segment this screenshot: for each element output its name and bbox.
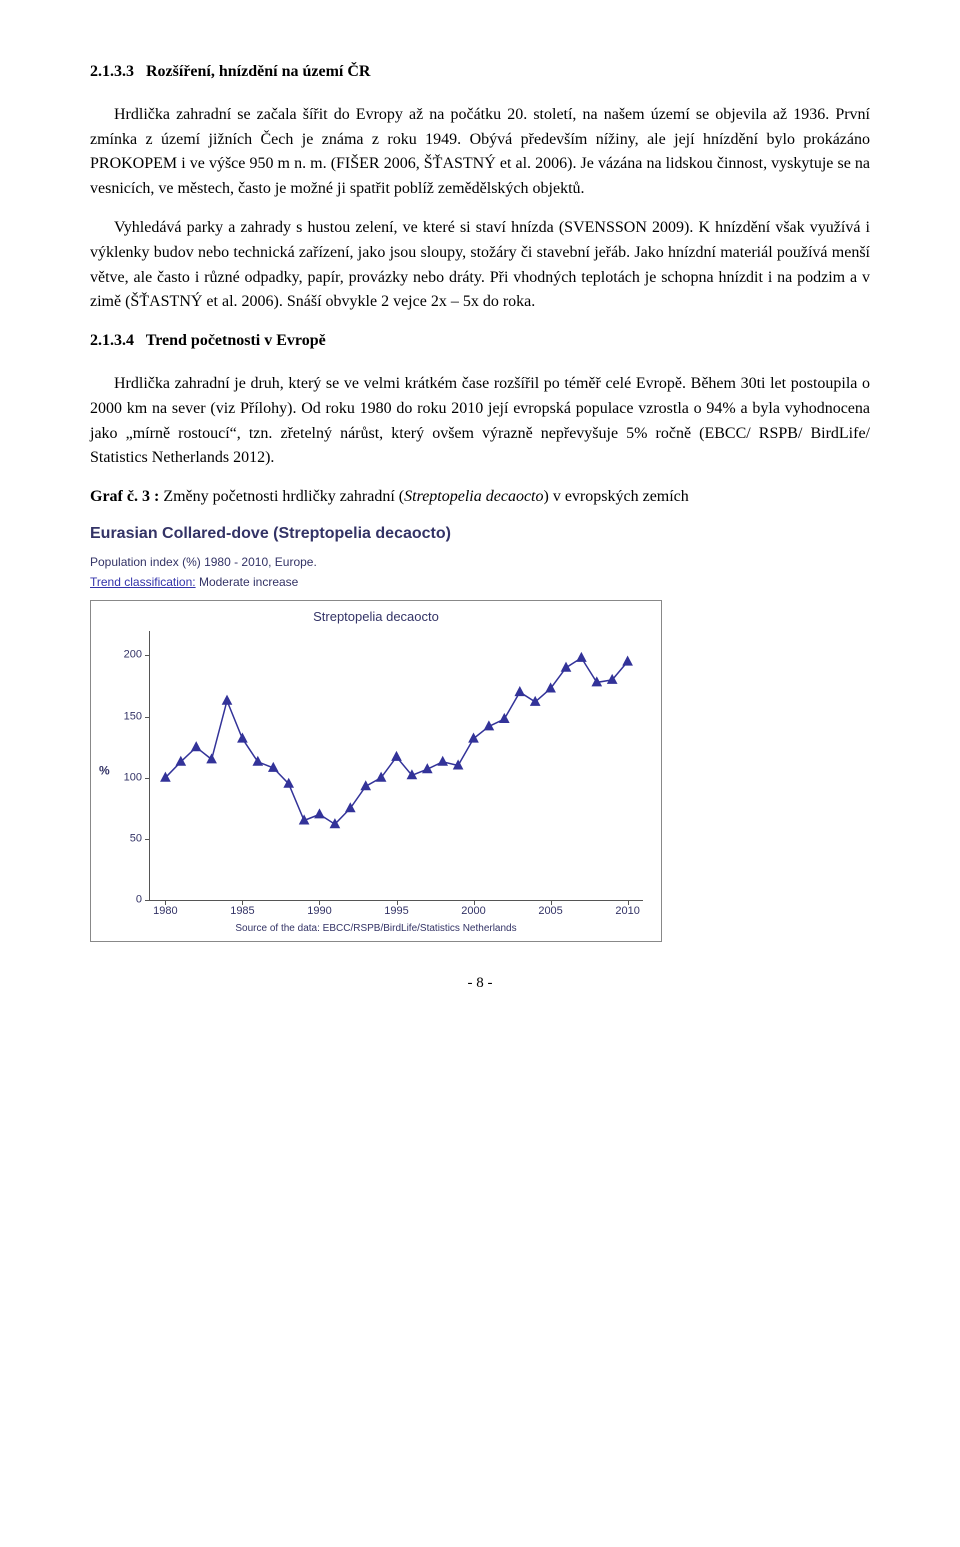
chart-inner-title: Streptopelia decaocto [91, 607, 661, 627]
y-tick-mark [145, 778, 150, 779]
x-tick-mark [319, 900, 320, 905]
y-tick-mark [145, 900, 150, 901]
chart-marker [577, 653, 586, 662]
chart-source: Source of the data: EBCC/RSPB/BirdLife/S… [91, 921, 661, 937]
figure-caption: Graf č. 3 : Změny početnosti hrdličky za… [90, 485, 870, 510]
figure-label-text: Změny početnosti hrdličky zahradní ( [159, 488, 404, 505]
chart-marker [223, 696, 232, 705]
heading-title: Rozšíření, hnízdění na území ČR [146, 63, 370, 80]
chart-marker [562, 663, 571, 672]
heading-title: Trend početnosti v Evropě [146, 332, 326, 349]
y-tick-label: 0 [110, 891, 142, 908]
chart-subtitle-trend: Trend classification: Moderate increase [90, 573, 870, 592]
x-tick-mark [165, 900, 166, 905]
chart-main-title: Eurasian Collared-dove (Streptopelia dec… [90, 522, 870, 547]
y-tick-label: 200 [110, 647, 142, 664]
x-tick-mark [397, 900, 398, 905]
chart-marker [207, 754, 216, 763]
figure-label-species: Streptopelia decaocto [404, 488, 543, 505]
paragraph: Hrdlička zahradní se začala šířit do Evr… [90, 103, 870, 202]
chart-svg [150, 631, 643, 900]
x-tick-label: 2010 [615, 903, 639, 920]
chart-box: Streptopelia decaocto % 0501001502001980… [90, 600, 662, 942]
figure-label-prefix: Graf č. 3 : [90, 488, 159, 505]
page-number: - 8 - [90, 972, 870, 995]
x-tick-label: 1980 [153, 903, 177, 920]
heading-section-2133: 2.1.3.3 Rozšíření, hnízdění na území ČR [90, 60, 870, 85]
chart-marker [469, 734, 478, 743]
y-tick-label: 100 [110, 769, 142, 786]
y-tick-label: 50 [110, 830, 142, 847]
heading-number: 2.1.3.4 [90, 332, 134, 349]
y-tick-mark [145, 839, 150, 840]
paragraph: Vyhledává parky a zahrady s hustou zelen… [90, 216, 870, 315]
y-tick-label: 150 [110, 708, 142, 725]
chart-marker [392, 752, 401, 761]
chart-marker [238, 734, 247, 743]
x-tick-mark [628, 900, 629, 905]
x-tick-mark [474, 900, 475, 905]
x-tick-label: 1985 [230, 903, 254, 920]
page: 2.1.3.3 Rozšíření, hnízdění na území ČR … [0, 0, 960, 1025]
x-tick-label: 2005 [538, 903, 562, 920]
chart-marker [192, 742, 201, 751]
x-tick-label: 1995 [384, 903, 408, 920]
x-tick-label: 2000 [461, 903, 485, 920]
chart-marker [500, 714, 509, 723]
chart-plot-area: 0501001502001980198519901995200020052010 [149, 631, 643, 901]
chart-marker [515, 687, 524, 696]
chart-marker [623, 657, 632, 666]
heading-section-2134: 2.1.3.4 Trend početnosti v Evropě [90, 329, 870, 354]
x-tick-mark [242, 900, 243, 905]
chart-marker [315, 809, 324, 818]
trend-classification-value: Moderate increase [199, 575, 298, 589]
x-tick-label: 1990 [307, 903, 331, 920]
chart-line [165, 658, 627, 824]
chart-block: Eurasian Collared-dove (Streptopelia dec… [90, 522, 870, 942]
paragraph: Hrdlička zahradní je druh, který se ve v… [90, 372, 870, 471]
chart-y-label: % [99, 762, 110, 781]
x-tick-mark [551, 900, 552, 905]
chart-subtitle-index: Population index (%) 1980 - 2010, Europe… [90, 553, 870, 572]
y-tick-mark [145, 717, 150, 718]
trend-classification-link[interactable]: Trend classification: [90, 575, 196, 589]
y-tick-mark [145, 655, 150, 656]
heading-number: 2.1.3.3 [90, 63, 134, 80]
figure-label-suffix: ) v evropských zemích [544, 488, 689, 505]
chart-marker [361, 781, 370, 790]
chart-marker [438, 757, 447, 766]
